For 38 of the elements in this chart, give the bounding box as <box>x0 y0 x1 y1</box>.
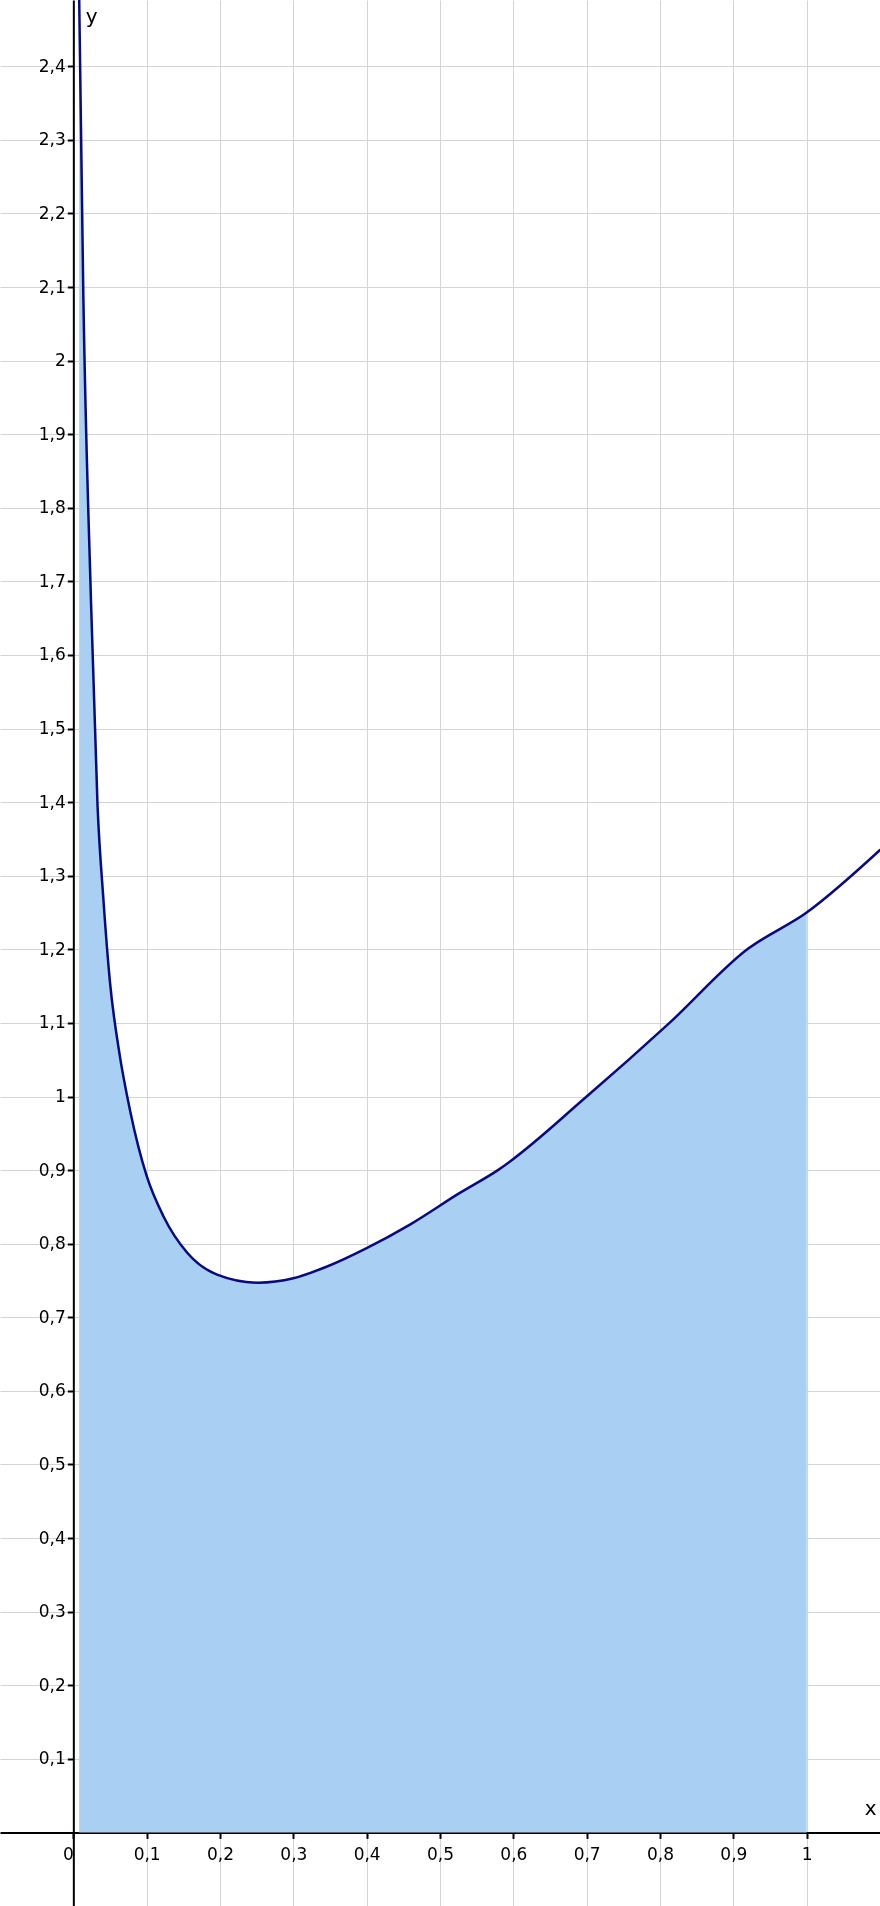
x-tick-label: 0 <box>63 1843 74 1864</box>
x-tick-label: 0,2 <box>206 1843 235 1864</box>
line-series <box>77 0 880 1284</box>
y-tick-label: 1,6 <box>38 644 66 665</box>
y-tick-label: 1 <box>55 1086 66 1106</box>
x-tick-label: 0,1 <box>133 1843 161 1864</box>
y-tick-label: 2,4 <box>38 55 66 76</box>
y-tick-label: 0,4 <box>38 1527 66 1548</box>
y-tick-label: 1,9 <box>38 423 66 444</box>
y-axis-title: y <box>85 3 98 28</box>
y-tick-label: 0,5 <box>38 1453 66 1474</box>
y-tick-label: 0,3 <box>38 1601 66 1622</box>
y-tick-label: 1,7 <box>38 570 66 591</box>
x-tick-label: 0,7 <box>573 1843 601 1864</box>
x-tick-label: 0,3 <box>280 1843 308 1864</box>
x-tick-label: 0,9 <box>720 1843 748 1864</box>
x-tick-label: 1 <box>801 1843 813 1864</box>
y-tick-label: 1,3 <box>38 865 66 886</box>
x-tick-label: 0,6 <box>500 1843 528 1864</box>
y-tick-label: 2,1 <box>38 276 66 297</box>
y-tick-label: 1,4 <box>38 791 66 812</box>
y-tick-label: 2,2 <box>38 202 66 223</box>
y-tick-label: 2 <box>55 350 66 371</box>
y-tick-label: 1,5 <box>38 718 66 739</box>
x-tick-label: 0,4 <box>353 1843 381 1864</box>
y-tick-label: 0,1 <box>38 1748 66 1769</box>
x-axis-title: x <box>864 1795 877 1820</box>
y-tick-label: 1,2 <box>38 938 66 959</box>
x-tick-label: 0,5 <box>426 1843 455 1864</box>
y-tick-label: 2,3 <box>38 129 66 150</box>
y-tick-label: 1,1 <box>38 1012 66 1033</box>
y-tick-label: 0,7 <box>38 1306 66 1327</box>
y-tick-label: 0,6 <box>38 1380 66 1401</box>
y-tick-label: 0,8 <box>38 1233 66 1254</box>
y-tick-label: 1,8 <box>38 497 66 518</box>
y-tick-label: 0,9 <box>38 1159 66 1180</box>
x-tick-label: 0,8 <box>646 1843 675 1864</box>
y-tick-label: 0,2 <box>38 1674 66 1695</box>
